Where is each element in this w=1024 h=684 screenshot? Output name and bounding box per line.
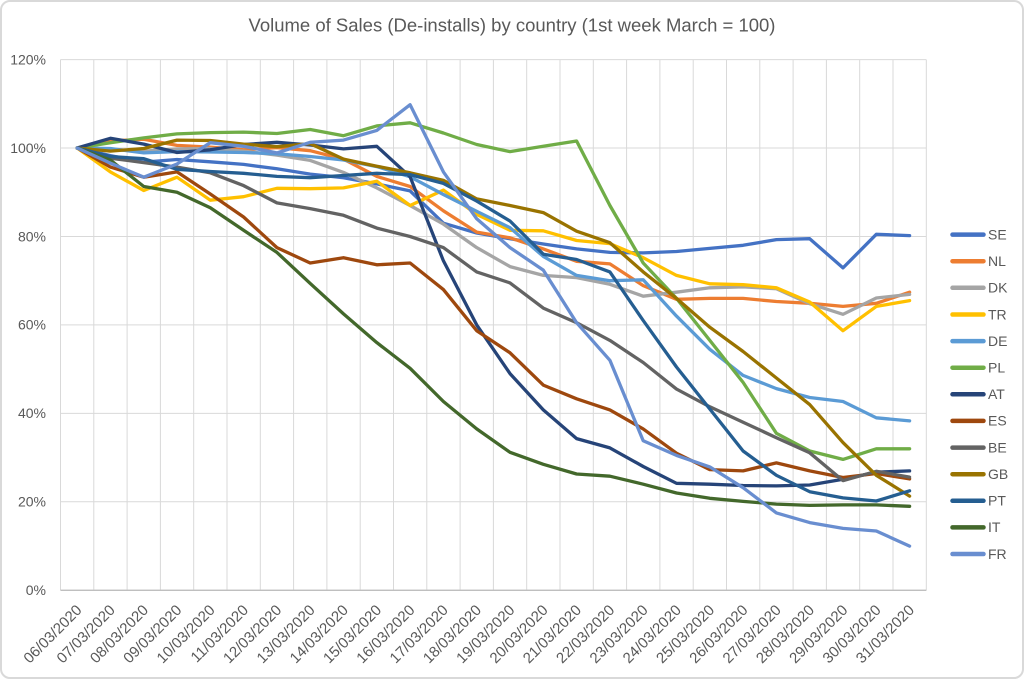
svg-text:ES: ES [988,413,1007,429]
svg-text:DK: DK [988,280,1008,296]
svg-text:100%: 100% [10,140,46,156]
svg-text:0%: 0% [26,582,46,598]
svg-text:DE: DE [988,333,1007,349]
svg-text:60%: 60% [18,317,46,333]
svg-text:40%: 40% [18,405,46,421]
svg-text:20%: 20% [18,494,46,510]
svg-text:PL: PL [988,360,1005,376]
svg-text:80%: 80% [18,228,46,244]
svg-text:SE: SE [988,226,1007,242]
svg-text:TR: TR [988,306,1007,322]
svg-text:FR: FR [988,546,1007,562]
svg-text:120%: 120% [10,51,46,67]
svg-text:BE: BE [988,439,1007,455]
svg-text:IT: IT [988,519,1001,535]
svg-text:PT: PT [988,493,1006,509]
svg-text:Volume of Sales (De-installs): Volume of Sales (De-installs) by country… [249,15,776,36]
svg-text:GB: GB [988,466,1008,482]
svg-text:NL: NL [988,253,1006,269]
svg-text:AT: AT [988,386,1005,402]
